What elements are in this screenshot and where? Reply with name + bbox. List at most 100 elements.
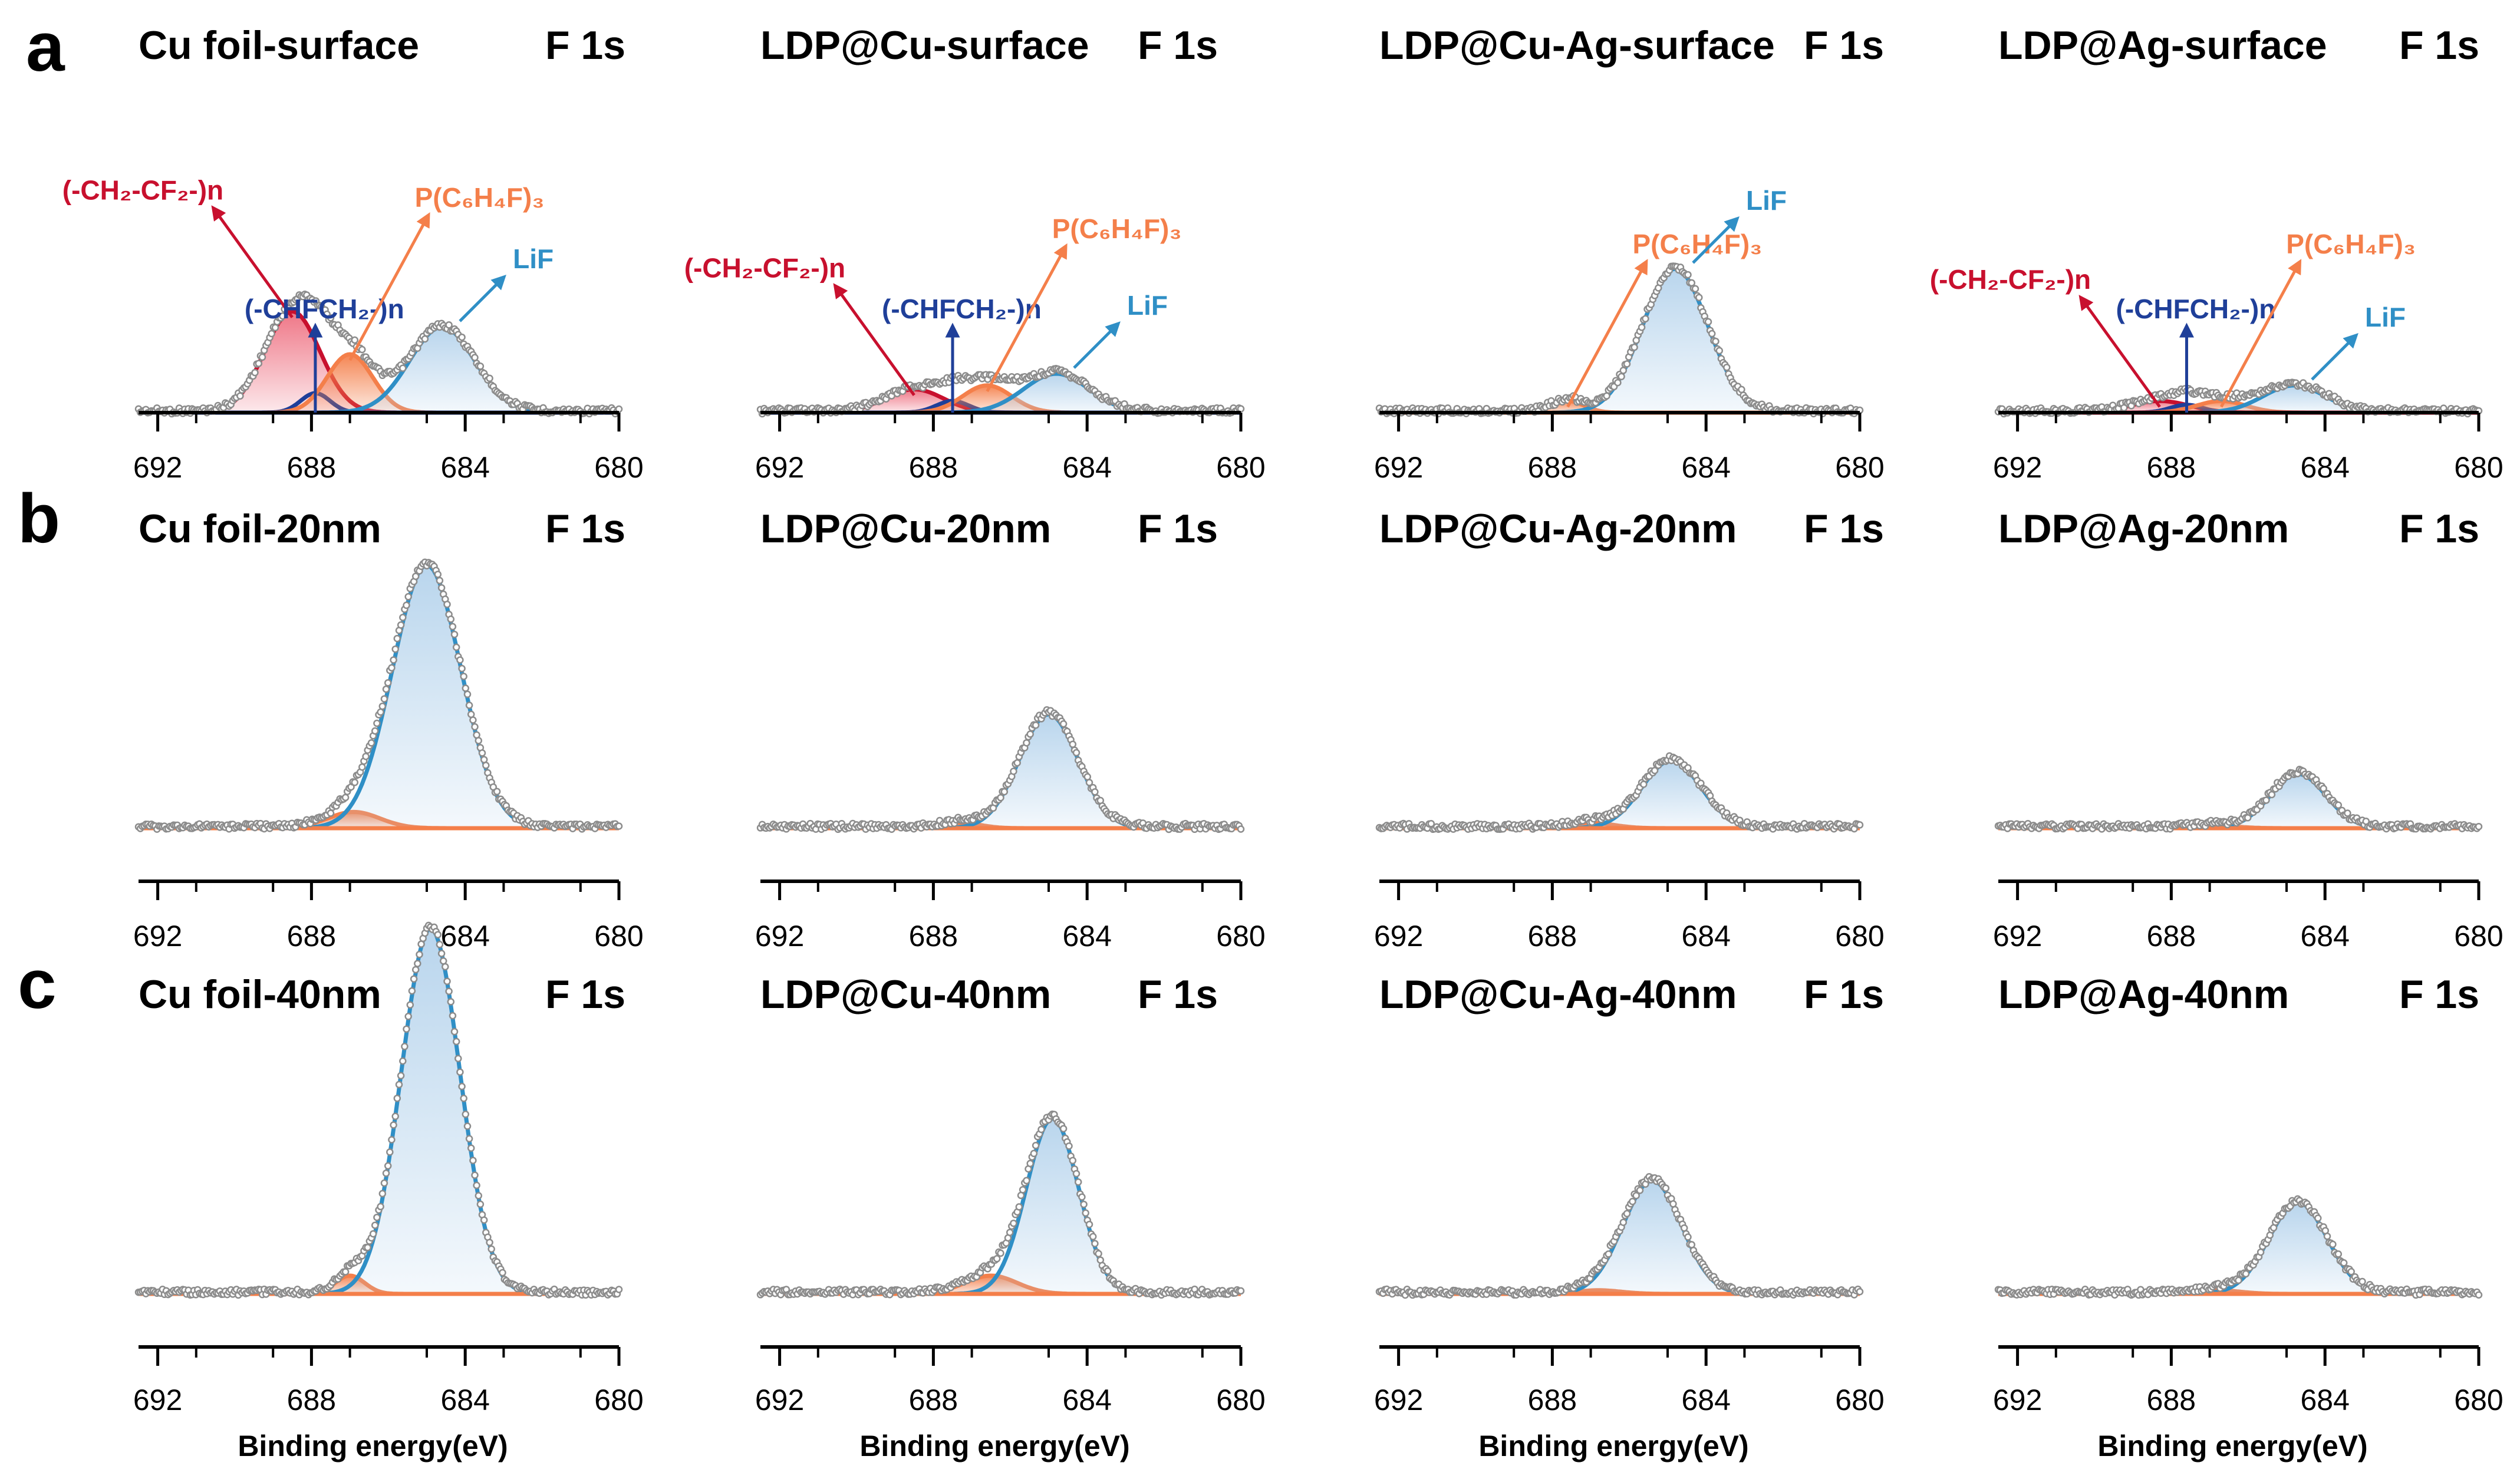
x-tick-label: 684 <box>440 920 489 953</box>
raw-point <box>463 1122 472 1130</box>
row-label-b: b <box>18 480 60 558</box>
raw-point <box>439 957 447 965</box>
raw-point <box>449 622 457 631</box>
core-level-label: F 1s <box>545 972 625 1017</box>
peak-fill-pc6h4f3 <box>263 354 436 413</box>
x-tick-label: 688 <box>287 920 336 953</box>
x-tick-label: 692 <box>1374 451 1423 484</box>
raw-point <box>1619 367 1628 374</box>
x-tick-label: 684 <box>1681 451 1730 484</box>
raw-point <box>1614 378 1622 387</box>
panel-title: LDP@Cu-20nm <box>760 506 1051 551</box>
raw-point <box>341 1268 350 1276</box>
raw-point <box>371 727 379 735</box>
raw-point <box>341 793 350 802</box>
raw-point <box>443 600 451 608</box>
raw-point <box>473 1181 480 1190</box>
raw-point <box>1623 1210 1631 1218</box>
raw-point <box>380 1179 388 1187</box>
raw-point <box>327 809 335 817</box>
raw-point <box>1078 1193 1086 1201</box>
raw-point <box>1089 1233 1097 1241</box>
annotation-label: (-CH₂-CF₂-)n <box>1930 264 2091 295</box>
raw-point <box>1684 271 1692 279</box>
raw-data-points <box>1994 766 2483 833</box>
raw-point <box>1704 318 1712 326</box>
raw-point <box>404 1013 412 1020</box>
raw-point <box>351 779 359 786</box>
raw-point <box>442 963 449 971</box>
x-tick-label: 684 <box>440 1384 489 1417</box>
raw-point <box>447 998 455 1006</box>
annotation-label: LiF <box>1746 185 1787 216</box>
chart-panel-2: LDP@Cu-surface F 1s 692 688 684 680 (-CH₂-CF₂-… <box>684 23 1266 484</box>
raw-point <box>1695 294 1703 301</box>
raw-point <box>388 1136 396 1144</box>
annotation-arrow <box>211 205 294 318</box>
raw-point <box>373 719 381 727</box>
raw-point <box>458 664 466 673</box>
x-tick-label: 680 <box>1835 1384 1884 1417</box>
raw-point <box>499 1269 506 1277</box>
raw-point <box>456 656 464 664</box>
x-tick-label: 684 <box>2300 920 2349 953</box>
raw-point <box>384 679 392 687</box>
raw-point <box>487 1245 495 1253</box>
raw-point <box>1023 739 1030 747</box>
raw-point <box>421 335 429 343</box>
x-tick-label: 688 <box>2147 920 2196 953</box>
raw-point <box>393 1094 401 1102</box>
x-tick-label: 692 <box>755 1384 804 1417</box>
raw-point <box>1712 337 1719 345</box>
x-tick-label: 692 <box>755 920 804 953</box>
raw-point <box>450 630 459 638</box>
raw-point <box>410 975 418 983</box>
peak-fill-lif <box>2187 1203 2409 1294</box>
raw-point <box>404 593 412 601</box>
core-level-label: F 1s <box>1138 972 1218 1017</box>
annotation-label: (-CHFCH₂-)n <box>2116 294 2276 324</box>
raw-point <box>486 374 493 383</box>
core-level-label: F 1s <box>1138 23 1218 68</box>
raw-point <box>1030 1149 1038 1158</box>
x-tick-label: 680 <box>2454 920 2503 953</box>
raw-point <box>401 1043 409 1050</box>
raw-point <box>1013 759 1021 767</box>
peak-fill-lif <box>297 565 556 828</box>
raw-point <box>1856 1287 1864 1296</box>
annotation-arrow <box>2311 332 2358 381</box>
raw-point <box>1037 1125 1045 1134</box>
annotation-label: P(C₆H₄F)₃ <box>1633 229 1763 259</box>
peak-fill-ch2cf2n <box>187 311 397 413</box>
peak-fill-lif <box>1552 268 1798 413</box>
raw-point <box>406 1001 414 1009</box>
x-axis-title: Binding energy(eV) <box>859 1429 1129 1462</box>
raw-point <box>393 634 401 643</box>
chart-panel-7: LDP@Cu-Ag-20nm F 1s 692 688 684 680 <box>1374 506 1885 953</box>
x-tick-label: 680 <box>2454 1384 2503 1417</box>
raw-point <box>1104 1267 1112 1275</box>
raw-point <box>1019 1186 1027 1194</box>
raw-point <box>408 987 416 995</box>
raw-point <box>458 1082 466 1091</box>
raw-point <box>373 1213 381 1221</box>
raw-point <box>1072 749 1081 757</box>
raw-point <box>358 345 366 354</box>
x-tick-label: 680 <box>2454 451 2503 484</box>
panel-title: LDP@Cu-surface <box>760 23 1089 68</box>
row-label-a: a <box>26 8 65 86</box>
raw-point <box>452 643 460 651</box>
raw-point <box>403 601 410 610</box>
raw-point <box>390 656 397 664</box>
raw-point <box>997 1249 1004 1257</box>
x-tick-label: 688 <box>287 451 336 484</box>
raw-point <box>1237 825 1245 833</box>
x-tick-label: 680 <box>594 1384 643 1417</box>
raw-point <box>476 1200 485 1208</box>
panel-title: Cu foil-20nm <box>139 506 381 551</box>
core-level-label: F 1s <box>1804 972 1884 1017</box>
raw-point <box>1856 821 1864 829</box>
raw-point <box>2475 822 2483 831</box>
annotation-label: LiF <box>513 243 554 274</box>
annotation-arrow <box>2078 295 2161 408</box>
